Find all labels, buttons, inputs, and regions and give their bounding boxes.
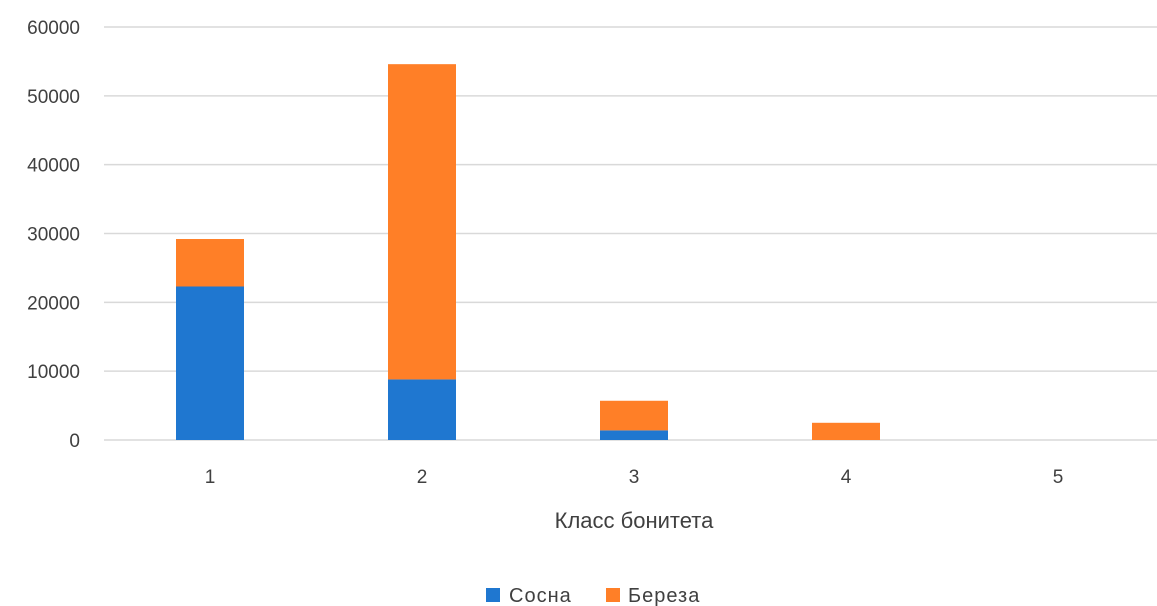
x-tick-label: 3 (629, 467, 640, 488)
bar-bereza-4 (812, 422, 880, 440)
y-tick-label: 20000 (27, 293, 80, 314)
y-tick-label: 0 (69, 431, 80, 452)
x-tick-label: 2 (417, 467, 428, 488)
y-axis-ticks: 0 10000 20000 30000 40000 50000 60000 (27, 18, 80, 452)
legend: Сосна Береза (486, 585, 700, 606)
legend-label-bereza: Береза (628, 585, 700, 606)
x-axis-title: Класс бонитета (555, 508, 714, 533)
y-tick-label: 50000 (27, 87, 80, 108)
bar-sosna-2 (388, 379, 456, 440)
bar-bereza-2 (388, 64, 456, 380)
y-tick-label: 30000 (27, 225, 80, 246)
y-tick-label: 10000 (27, 362, 80, 383)
x-tick-label: 5 (1053, 467, 1064, 488)
bars (176, 64, 880, 440)
y-tick-label: 40000 (27, 156, 80, 177)
legend-swatch-bereza (606, 588, 620, 602)
bar-sosna-1 (176, 286, 244, 440)
legend-swatch-sosna (486, 588, 500, 602)
x-tick-label: 1 (205, 467, 216, 488)
y-tick-label: 60000 (27, 18, 80, 39)
x-axis-ticks: 1 2 3 4 5 (205, 467, 1064, 488)
bar-bereza-3 (600, 400, 668, 431)
legend-label-sosna: Сосна (509, 585, 572, 606)
x-tick-label: 4 (841, 467, 852, 488)
bar-bereza-1 (176, 239, 244, 287)
gridlines (104, 26, 1157, 441)
bar-sosna-3 (600, 430, 668, 440)
